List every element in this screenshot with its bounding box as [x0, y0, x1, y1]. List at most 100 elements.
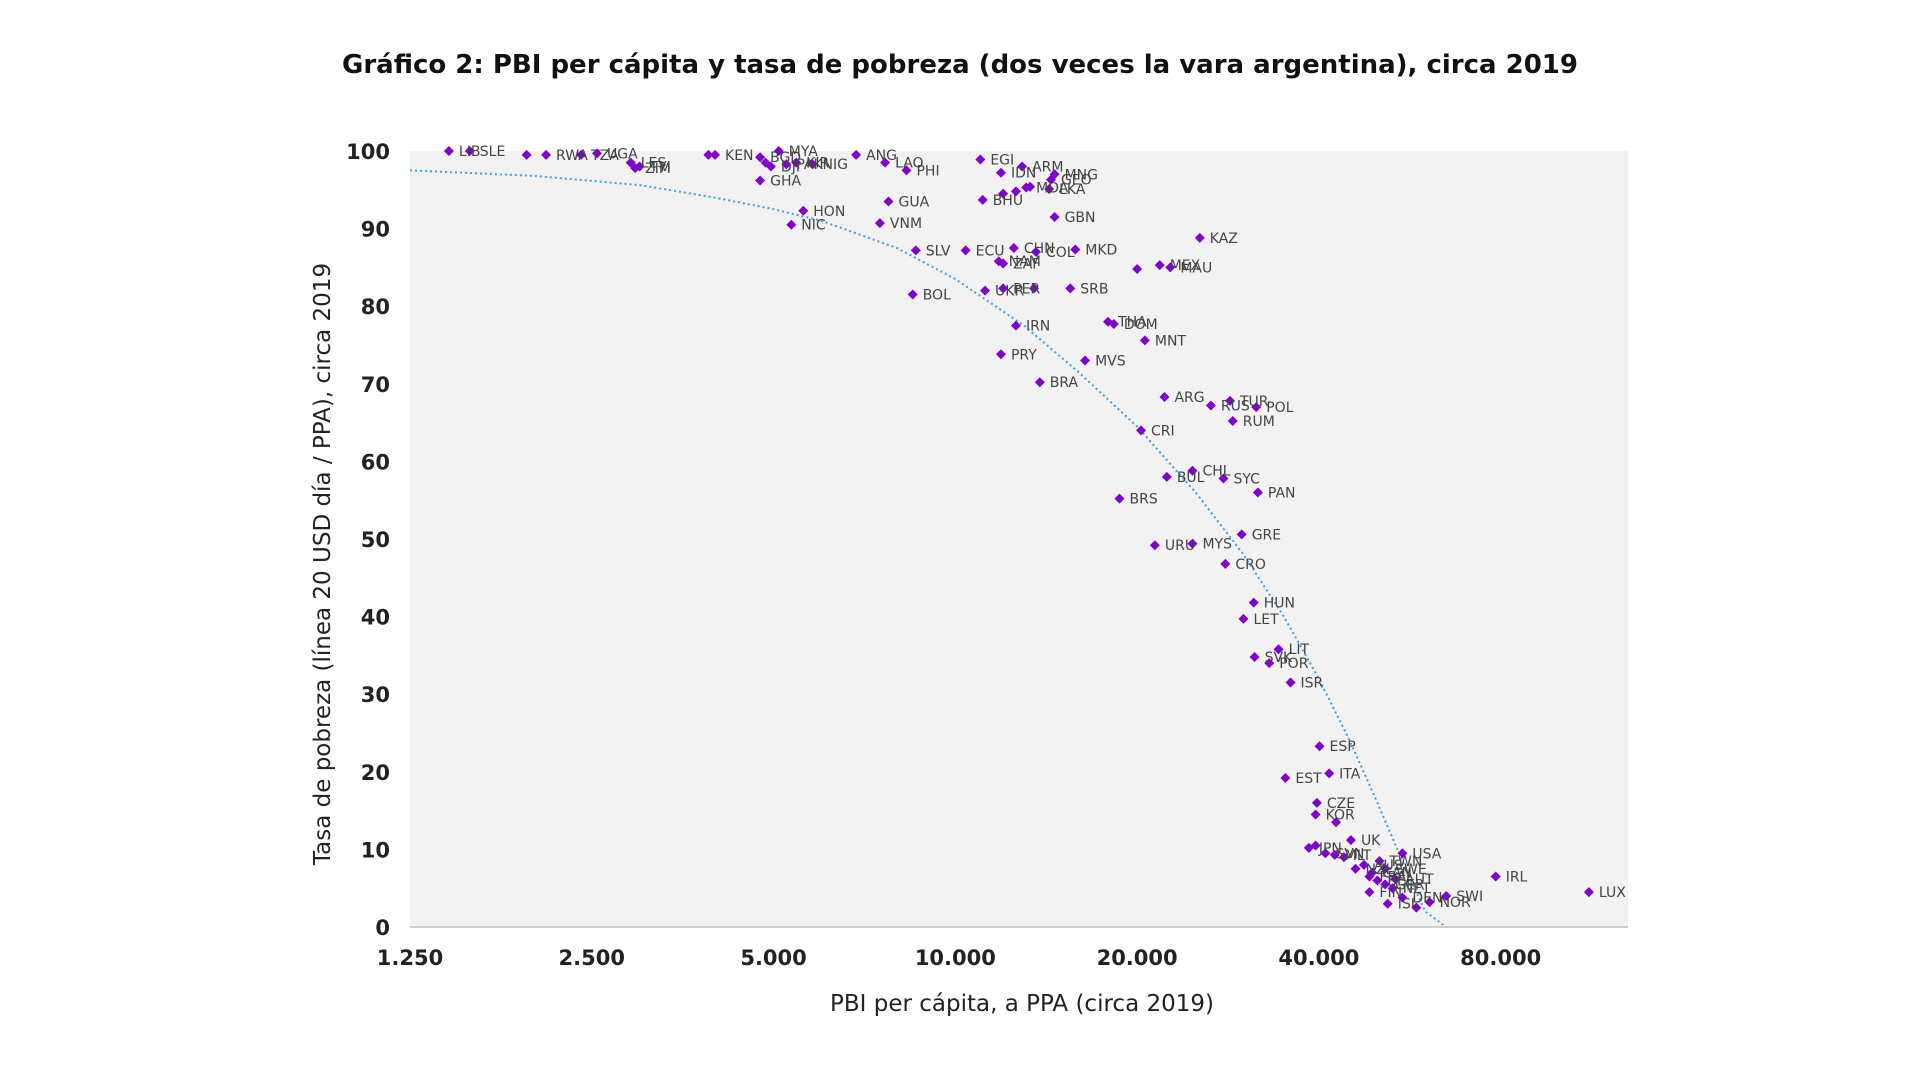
data-point — [1049, 169, 1060, 180]
point-label: GHA — [770, 173, 801, 189]
point-label: KOR — [1326, 807, 1355, 823]
data-point — [1139, 335, 1150, 346]
data-point — [901, 165, 912, 176]
point-label: CHN — [1024, 241, 1055, 257]
data-point — [521, 149, 532, 160]
point-label: RWA — [556, 148, 588, 164]
data-point — [1159, 391, 1170, 402]
data-point — [541, 149, 552, 160]
point-label: IRN — [1026, 319, 1050, 335]
point-label: HON — [813, 204, 845, 220]
point-label: VNM — [890, 216, 922, 232]
point-label: GEO — [1061, 173, 1092, 189]
point-label: LIT — [1289, 642, 1310, 658]
point-label: KAZ — [1210, 231, 1238, 247]
point-label: COL — [1046, 245, 1075, 261]
point-label: GRE — [1252, 527, 1281, 543]
data-point — [1220, 558, 1231, 569]
point-label: SWI — [1456, 889, 1483, 905]
point-label: LES — [641, 156, 667, 172]
data-point — [1280, 773, 1291, 784]
y-tick-label: 0 — [375, 916, 390, 940]
y-tick-label: 40 — [361, 606, 390, 630]
point-label: ISL — [1398, 897, 1419, 913]
data-point — [1248, 597, 1259, 608]
plot-area — [410, 151, 1628, 927]
data-point — [1380, 879, 1391, 890]
point-label: LET — [1253, 612, 1279, 628]
data-point — [1424, 897, 1435, 908]
point-label: UK — [1361, 833, 1381, 849]
point-label: ZIM — [645, 161, 671, 177]
point-label: EGI — [990, 153, 1014, 169]
data-point — [1114, 493, 1125, 504]
x-axis-ticks: 1.250 2.500 5.000 10.000 20.000 40.000 80.000 — [377, 946, 1541, 970]
data-point — [1338, 852, 1349, 863]
point-label: CZE — [1327, 796, 1355, 812]
data-point — [798, 205, 809, 216]
data-point — [1224, 395, 1235, 406]
data-point — [960, 245, 971, 256]
data-point — [1227, 416, 1238, 427]
data-point — [1372, 875, 1383, 886]
point-label: AUT — [1405, 872, 1434, 888]
data-point — [1034, 377, 1045, 388]
point-label: MVS — [1095, 354, 1126, 370]
point-label: ANG — [866, 148, 897, 164]
data-point — [1382, 898, 1393, 909]
point-label: AUS — [1374, 858, 1403, 874]
point-label: MNT — [1155, 333, 1187, 349]
point-label: LKA — [1059, 182, 1086, 198]
data-point — [1387, 883, 1398, 894]
data-point — [995, 167, 1006, 178]
data-point — [1238, 613, 1249, 624]
data-point — [874, 218, 885, 229]
point-label: POR — [1279, 656, 1308, 672]
data-point — [1187, 538, 1198, 549]
data-point — [910, 245, 921, 256]
point-label: POL — [1266, 400, 1293, 416]
point-label: BGD — [770, 150, 801, 166]
data-point — [1374, 856, 1385, 867]
data-point — [980, 285, 991, 296]
x-tick-label: 80.000 — [1460, 946, 1541, 970]
data-point — [998, 283, 1009, 294]
data-point — [807, 159, 818, 170]
data-point — [1194, 232, 1205, 243]
y-tick-label: 20 — [361, 761, 390, 785]
data-point — [995, 349, 1006, 360]
data-point — [576, 149, 587, 160]
data-point — [1249, 651, 1260, 662]
point-label: SLE — [480, 144, 506, 160]
point-label: URU — [1165, 538, 1195, 554]
y-axis-ticks: 0 10 20 30 40 50 60 70 80 90 100 — [346, 140, 390, 940]
data-point — [1397, 848, 1408, 859]
point-label: RUM — [1243, 414, 1275, 430]
point-label: MDA — [1036, 180, 1069, 196]
point-label: BHU — [993, 193, 1023, 209]
data-point — [1397, 892, 1408, 903]
point-label: TWN — [1389, 854, 1423, 870]
data-point — [703, 149, 714, 160]
point-label: NZL — [1366, 862, 1394, 878]
data-point — [1010, 320, 1021, 331]
point-label: THA — [1117, 315, 1147, 331]
chart-title: Gráfico 2: PBI per cápita y tasa de pobr… — [342, 50, 1578, 80]
point-label: FIN — [1379, 885, 1402, 901]
point-label: ARM — [1032, 160, 1063, 176]
point-label: PAN — [1268, 485, 1296, 501]
point-label: PAK — [796, 157, 823, 173]
data-point — [1264, 658, 1275, 669]
data-point — [1320, 848, 1331, 859]
point-label: PHI — [916, 163, 939, 179]
y-tick-label: 70 — [361, 373, 390, 397]
point-label: UKR — [995, 284, 1024, 300]
point-label: DOM — [1124, 317, 1158, 333]
data-point — [464, 146, 475, 156]
point-label: CRI — [1151, 423, 1175, 439]
point-label: LIB — [459, 144, 481, 160]
data-point — [1008, 243, 1019, 253]
data-point — [1364, 887, 1375, 898]
data-point — [1080, 355, 1091, 366]
